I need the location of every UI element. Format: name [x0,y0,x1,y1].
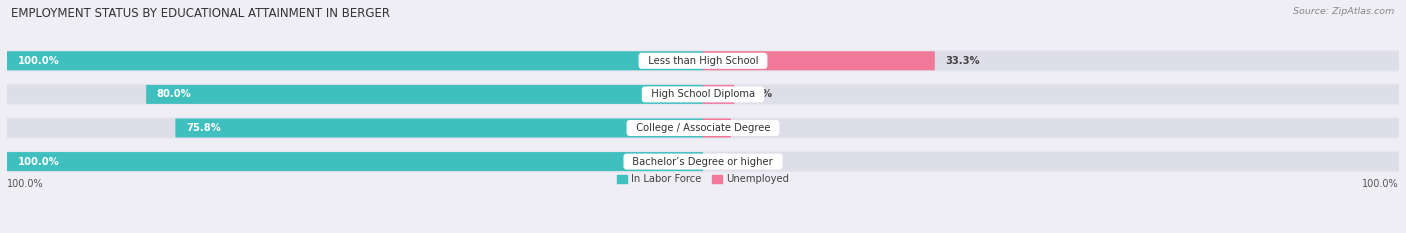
Text: EMPLOYMENT STATUS BY EDUCATIONAL ATTAINMENT IN BERGER: EMPLOYMENT STATUS BY EDUCATIONAL ATTAINM… [11,7,391,20]
FancyBboxPatch shape [7,152,703,171]
Text: 0.0%: 0.0% [713,157,741,167]
FancyBboxPatch shape [703,118,1399,137]
Text: Less than High School: Less than High School [641,56,765,66]
Text: 100.0%: 100.0% [1362,179,1399,189]
Text: Source: ZipAtlas.com: Source: ZipAtlas.com [1294,7,1395,16]
FancyBboxPatch shape [703,152,1399,171]
FancyBboxPatch shape [703,51,1399,70]
FancyBboxPatch shape [7,151,1399,172]
Text: 100.0%: 100.0% [17,157,59,167]
Text: 100.0%: 100.0% [17,56,59,66]
Text: 80.0%: 80.0% [156,89,191,99]
Text: 4.0%: 4.0% [741,123,769,133]
FancyBboxPatch shape [146,85,703,104]
FancyBboxPatch shape [176,118,703,137]
FancyBboxPatch shape [7,85,703,104]
Text: 4.5%: 4.5% [745,89,773,99]
FancyBboxPatch shape [7,118,703,137]
FancyBboxPatch shape [7,83,1399,105]
Legend: In Labor Force, Unemployed: In Labor Force, Unemployed [613,170,793,188]
Text: 100.0%: 100.0% [7,179,44,189]
FancyBboxPatch shape [703,118,731,137]
FancyBboxPatch shape [7,50,1399,72]
FancyBboxPatch shape [703,85,734,104]
FancyBboxPatch shape [7,152,703,171]
Text: 33.3%: 33.3% [945,56,980,66]
FancyBboxPatch shape [7,117,1399,139]
FancyBboxPatch shape [703,85,1399,104]
Text: High School Diploma: High School Diploma [645,89,761,99]
FancyBboxPatch shape [7,51,703,70]
FancyBboxPatch shape [7,51,703,70]
Text: 75.8%: 75.8% [186,123,221,133]
FancyBboxPatch shape [703,51,935,70]
Text: Bachelor’s Degree or higher: Bachelor’s Degree or higher [627,157,779,167]
Text: College / Associate Degree: College / Associate Degree [630,123,776,133]
